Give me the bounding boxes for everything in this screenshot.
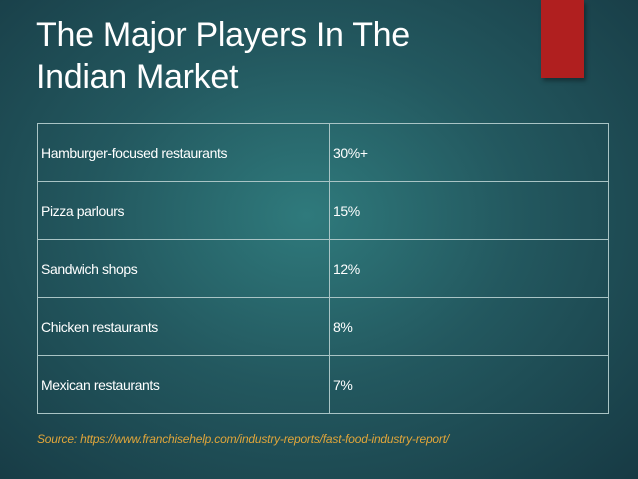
share-cell: 7% xyxy=(329,355,609,414)
market-share-table: Hamburger-focused restaurants 30%+ Pizza… xyxy=(37,123,609,414)
category-cell: Mexican restaurants xyxy=(37,355,330,414)
category-cell: Pizza parlours xyxy=(37,181,330,240)
category-cell: Sandwich shops xyxy=(37,239,330,298)
table-row: Pizza parlours 15% xyxy=(37,181,609,240)
accent-bar xyxy=(541,0,584,78)
slide-title: The Major Players In The Indian Market xyxy=(36,14,516,98)
share-cell: 8% xyxy=(329,297,609,356)
category-cell: Hamburger-focused restaurants xyxy=(37,123,330,182)
source-citation: Source: https://www.franchisehelp.com/in… xyxy=(37,432,449,446)
category-cell: Chicken restaurants xyxy=(37,297,330,356)
table-row: Chicken restaurants 8% xyxy=(37,297,609,356)
table-row: Sandwich shops 12% xyxy=(37,239,609,298)
table-row: Mexican restaurants 7% xyxy=(37,355,609,414)
share-cell: 15% xyxy=(329,181,609,240)
share-cell: 12% xyxy=(329,239,609,298)
table-row: Hamburger-focused restaurants 30%+ xyxy=(37,123,609,182)
title-line-2: Indian Market xyxy=(36,58,239,96)
title-line-1: The Major Players In The xyxy=(36,16,410,54)
share-cell: 30%+ xyxy=(329,123,609,182)
